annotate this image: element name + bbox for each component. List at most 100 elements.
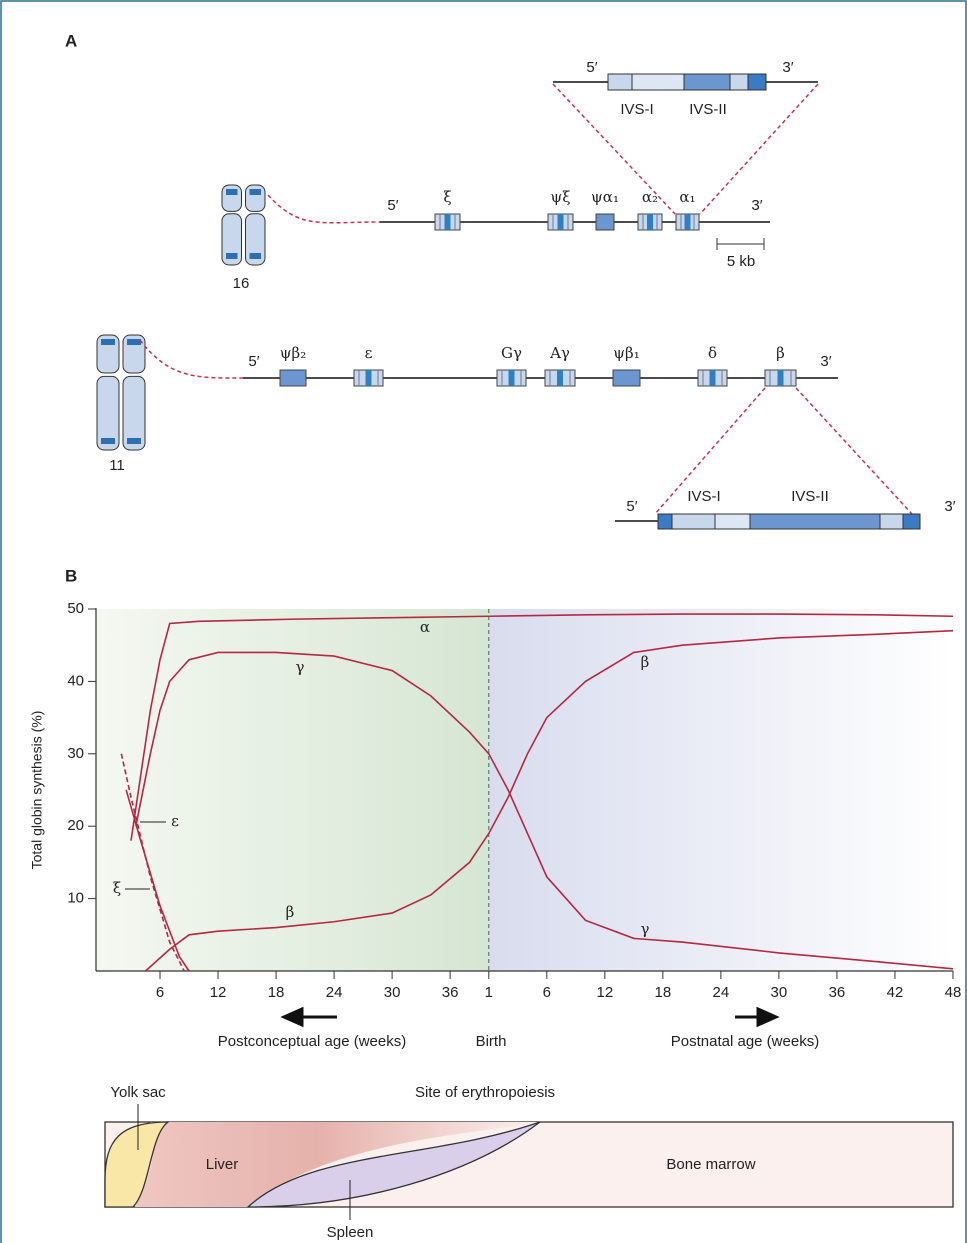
end-label: 5′ (586, 59, 597, 76)
postnatal-background (489, 609, 953, 971)
exon-segment (730, 74, 748, 90)
y-tick-label: 30 (67, 745, 84, 762)
x-tick-label: 30 (384, 984, 401, 1001)
gene-label: Aγ (549, 344, 570, 362)
figure: A ξψξψα₁α₂α₁ψβ₂εGγAγψβ₁δβ 5′ 3′ IVS-I IV… (0, 0, 967, 1243)
x-tick-label: 48 (945, 984, 962, 1001)
end-label: 5′ (387, 197, 398, 214)
page: A ξψξψα₁α₂α₁ψβ₂εGγAγψβ₁δβ 5′ 3′ IVS-I IV… (0, 0, 967, 1243)
intron-label: IVS-II (689, 101, 727, 118)
end-label: 3′ (751, 197, 762, 214)
region-label: Bone marrow (666, 1156, 755, 1173)
end-label: 3′ (782, 59, 793, 76)
arrow (284, 1009, 337, 1025)
gene (497, 370, 526, 386)
band (226, 253, 238, 259)
exon-segment (880, 514, 903, 529)
gene-label: ψξ (550, 188, 570, 206)
x-tick-label: 1 (485, 984, 493, 1001)
chromatid (222, 185, 242, 211)
exon (558, 214, 564, 230)
exon-segment (903, 514, 920, 529)
panel-label: B (65, 566, 77, 585)
panel-label: A (65, 31, 77, 50)
gene-label: ε (365, 344, 373, 362)
band (101, 339, 115, 345)
curve-label: γ (296, 658, 305, 676)
gene (354, 370, 383, 386)
y-tick-label: 10 (67, 890, 84, 907)
exon-segment (672, 514, 715, 529)
gene-label: β (776, 344, 785, 362)
intron-label: IVS-I (687, 488, 720, 505)
y-tick-label: 20 (67, 817, 84, 834)
y-tick-label: 40 (67, 672, 84, 689)
x-tick-label: 30 (771, 984, 788, 1001)
curve-label: ξ (113, 879, 121, 897)
x-axis-label: Postnatal age (weeks) (671, 1033, 819, 1050)
band (127, 339, 141, 345)
curve-label: ε (171, 812, 179, 830)
exon-segment (715, 514, 750, 529)
exon (647, 214, 653, 230)
exon-segment (750, 514, 880, 529)
x-tick-label: 6 (156, 984, 164, 1001)
band (250, 189, 262, 195)
gene-box (613, 370, 640, 386)
exon-segment (684, 74, 730, 90)
gene (548, 214, 573, 230)
region-label: Yolk sac (110, 1084, 166, 1101)
exon (366, 370, 372, 386)
chart: 1020304050612182430361612182430364248αγγ… (67, 600, 961, 1001)
connector (140, 340, 243, 378)
chromatid (246, 185, 266, 211)
scale-label: 5 kb (727, 253, 755, 270)
gene (765, 370, 796, 386)
chromosome-label: 16 (233, 275, 250, 292)
x-tick-label: 12 (596, 984, 613, 1001)
birth-label: Birth (476, 1033, 507, 1050)
curve-label: β (286, 903, 295, 921)
scale-bar (717, 238, 764, 250)
intron-label: IVS-II (791, 488, 829, 505)
gene (596, 214, 614, 230)
connector (268, 195, 380, 223)
gene-label: δ (708, 344, 717, 362)
curve-label: β (641, 653, 650, 671)
x-tick-label: 36 (829, 984, 846, 1001)
gene-box (596, 214, 614, 230)
gene-label: α₂ (642, 188, 658, 206)
intron-label: IVS-I (620, 101, 653, 118)
curve-label: α (420, 618, 430, 636)
arrow (735, 1009, 776, 1025)
diagram-title: Site of erythropoiesis (415, 1084, 555, 1101)
x-tick-label: 24 (713, 984, 730, 1001)
chromosome (222, 185, 265, 265)
gene (545, 370, 575, 386)
gene-label: Gγ (501, 344, 522, 362)
region-label: Spleen (327, 1224, 374, 1241)
x-tick-label: 18 (655, 984, 672, 1001)
exon-segment (748, 74, 766, 90)
x-tick-label: 36 (442, 984, 459, 1001)
chromosome (97, 335, 145, 450)
end-label: 5′ (248, 353, 259, 370)
band (101, 438, 115, 444)
x-tick-label: 18 (268, 984, 285, 1001)
region-label: Liver (206, 1156, 239, 1173)
gene-label: ψβ₂ (280, 344, 306, 362)
band (127, 438, 141, 444)
gene (280, 370, 306, 386)
x-tick-label: 42 (887, 984, 904, 1001)
gene-label: ψβ₁ (613, 344, 639, 362)
x-tick-label: 24 (326, 984, 343, 1001)
x-tick-label: 6 (543, 984, 551, 1001)
exon (445, 214, 451, 230)
exon-segment (658, 514, 672, 529)
gene (638, 214, 662, 230)
exon (710, 370, 716, 386)
gene (698, 370, 727, 386)
gene-map: ξψξψα₁α₂α₁ψβ₂εGγAγψβ₁δβ (97, 74, 920, 529)
exon (685, 214, 691, 230)
exon (778, 370, 784, 386)
